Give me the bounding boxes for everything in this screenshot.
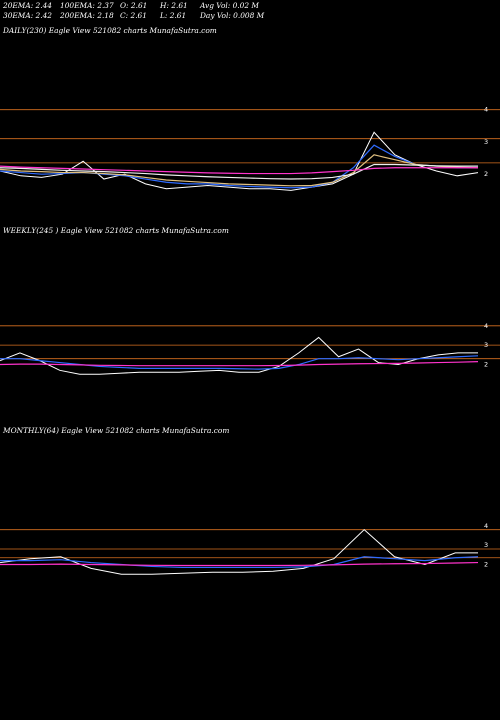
daily-series-ema200 bbox=[0, 165, 478, 175]
header-open: O: 2.61 bbox=[120, 1, 148, 10]
daily-ytick-2: 2 bbox=[484, 170, 488, 178]
header-ema20: 20EMA: 2.44 bbox=[3, 1, 52, 10]
weekly-panel-title: WEEKLY(245 ) Eagle View 521082 charts Mu… bbox=[3, 226, 229, 235]
header-high: H: 2.61 bbox=[160, 1, 188, 10]
monthly-series-ema200 bbox=[0, 561, 479, 567]
monthly-panel-title: MONTHLY(64) Eagle View 521082 charts Mun… bbox=[3, 426, 230, 435]
daily-series-ema30 bbox=[0, 154, 479, 187]
daily-series-price bbox=[0, 131, 479, 191]
header-ema30: 30EMA: 2.42 bbox=[3, 11, 52, 20]
weekly-ytick-4: 4 bbox=[484, 322, 488, 330]
daily-panel-title: DAILY(230) Eagle View 521082 charts Muna… bbox=[3, 26, 217, 35]
monthly-ytick-4: 4 bbox=[484, 522, 488, 530]
header-close: C: 2.61 bbox=[120, 11, 147, 20]
header-low: L: 2.61 bbox=[160, 11, 187, 20]
monthly-ytick-2: 2 bbox=[484, 561, 488, 569]
header-day-vol: Day Vol: 0.008 M bbox=[200, 11, 265, 20]
daily-series-ema100 bbox=[0, 163, 478, 180]
monthly-chart: 4 3 2 bbox=[0, 522, 500, 575]
weekly-chart: 4 3 2 bbox=[0, 322, 500, 375]
header-ema200: 200EMA: 2.18 bbox=[60, 11, 114, 20]
weekly-series-ema200 bbox=[0, 361, 479, 367]
monthly-ytick-3: 3 bbox=[484, 541, 488, 549]
header-ema100: 100EMA: 2.37 bbox=[60, 1, 114, 10]
header-avg-vol: Avg Vol: 0.02 M bbox=[200, 1, 259, 10]
monthly-series-ema20 bbox=[0, 556, 479, 569]
weekly-series-price bbox=[0, 336, 478, 375]
daily-ytick-4: 4 bbox=[484, 106, 488, 114]
daily-ytick-3: 3 bbox=[484, 138, 488, 146]
daily-series-ema20 bbox=[0, 144, 478, 189]
weekly-ytick-2: 2 bbox=[484, 361, 488, 369]
daily-chart: 4 3 2 bbox=[0, 106, 500, 191]
weekly-ytick-3: 3 bbox=[484, 341, 488, 349]
